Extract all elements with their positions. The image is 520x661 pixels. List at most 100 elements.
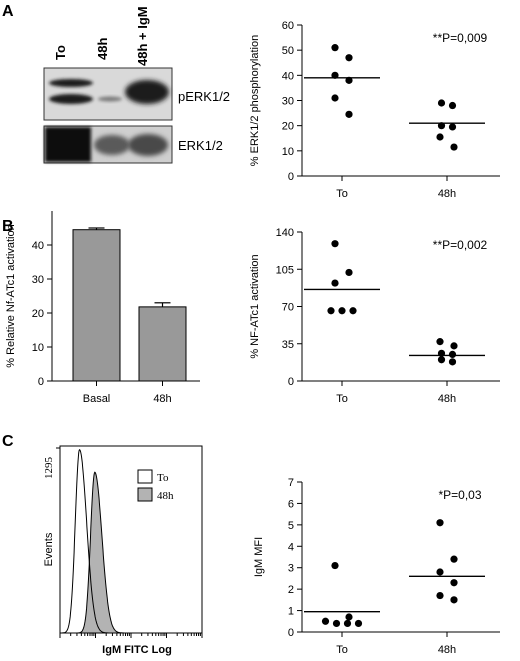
data-point	[450, 596, 458, 604]
data-point	[448, 101, 457, 110]
lane-label-48h-igm: 48h + IgM	[135, 6, 150, 66]
y-tick-label: 40	[32, 240, 44, 252]
data-point	[331, 279, 339, 287]
data-point	[331, 94, 339, 102]
y-axis-label: Events	[43, 532, 55, 566]
y-tick-label: 20	[282, 121, 294, 133]
y-tick-label: 0	[288, 171, 294, 183]
x-tick-label: 48h	[438, 644, 456, 656]
p-value-annotation: **P=0,009	[433, 31, 488, 45]
y-tick-label: 20	[32, 308, 44, 320]
bar	[72, 229, 121, 382]
x-tick-label: To	[336, 644, 348, 656]
western-blot: To 48h 48h + IgM pERK1/2 ERK1/2	[43, 6, 230, 164]
data-point	[345, 54, 353, 62]
data-point	[448, 350, 457, 358]
data-point	[448, 123, 457, 131]
perk-band-to-upper	[49, 79, 93, 87]
perk-band-to-lower	[49, 94, 93, 104]
igm-histogram-chart: 1295 Events IgM FITC Log To 48h	[43, 445, 203, 656]
erk-scatter-chart: 0 10 20 30 40 50 60 % ERK1/2 phosphorylation To 4…	[249, 20, 500, 200]
legend-swatch	[137, 487, 153, 502]
y-tick-label: 1	[288, 606, 294, 618]
bar	[138, 306, 187, 382]
data-point	[448, 358, 457, 366]
data-point	[436, 519, 444, 527]
data-point	[450, 555, 458, 563]
y-tick-label: 30	[282, 96, 294, 108]
erk-band-48h-igm	[128, 134, 168, 156]
x-tick-label: 48h	[153, 393, 171, 405]
data-point	[345, 613, 353, 621]
y-tick-label: 30	[32, 274, 44, 286]
data-point	[354, 619, 363, 628]
data-point	[437, 99, 446, 107]
y-tick-label: 50	[282, 45, 294, 57]
data-point	[450, 143, 458, 151]
perk-blot-strip	[43, 67, 173, 121]
y-tick-label: 0	[38, 376, 44, 388]
data-point	[437, 122, 446, 130]
data-point	[349, 307, 357, 315]
y-tick-label: 3	[288, 563, 294, 575]
data-point	[436, 591, 444, 600]
data-point	[331, 240, 339, 248]
x-tick-label: Basal	[83, 393, 111, 405]
nfat-bar-chart: 0 10 20 30 40 % Relative Nf-ATc1 activation Ba…	[5, 211, 200, 405]
histogram-curve	[60, 448, 139, 634]
y-tick-label: 70	[282, 302, 294, 314]
data-point	[331, 71, 339, 79]
histogram-curve	[60, 471, 139, 634]
y-tick-label: 105	[276, 264, 294, 276]
nfat-scatter-chart: 0 35 70 105 140 % NF-ATc1 activation To 48h **P=…	[249, 227, 500, 405]
y-tick-label: 10	[282, 146, 294, 158]
legend-label: 48h	[157, 490, 174, 502]
histogram-frame	[59, 445, 203, 634]
y-tick-label: 6	[288, 498, 294, 510]
p-value-annotation: **P=0,002	[433, 238, 488, 252]
x-tick-label: To	[336, 188, 348, 200]
x-tick-label: 48h	[438, 393, 456, 405]
lane-label-48h: 48h	[95, 38, 110, 60]
data-point	[321, 617, 330, 625]
y-axis-label: % NF-ATc1 activation	[249, 254, 261, 358]
x-tick-label: 48h	[438, 188, 456, 200]
igm-scatter-chart: 0 1 2 3 4 5 6 7 IgM MFI To 48h *P=0,03	[253, 477, 500, 656]
legend-swatch	[137, 469, 153, 484]
legend-label: To	[157, 472, 169, 484]
data-point	[436, 568, 444, 576]
erk-band-to	[45, 127, 91, 162]
erk-label: ERK1/2	[178, 138, 223, 153]
data-point	[436, 338, 444, 346]
panel-letter-b: B	[2, 218, 14, 235]
perk-band-48h-igm	[125, 80, 169, 104]
y-tick-label: 10	[32, 342, 44, 354]
data-point	[327, 307, 335, 315]
data-point	[450, 342, 458, 350]
y-tick-label: 2	[288, 584, 294, 596]
y-tick-label: 60	[282, 20, 294, 32]
data-point	[338, 307, 346, 315]
p-value-annotation: *P=0,03	[438, 488, 481, 502]
data-point	[437, 356, 446, 364]
x-tick-label: To	[336, 393, 348, 405]
y-tick-label: 40	[282, 70, 294, 82]
data-point	[331, 561, 339, 570]
data-point	[450, 579, 458, 587]
data-point	[331, 44, 339, 52]
perk-label: pERK1/2	[178, 89, 230, 104]
y-tick-label: 4	[288, 541, 294, 553]
perk-band-48h	[98, 96, 122, 102]
data-point	[345, 76, 353, 84]
data-point	[332, 619, 341, 628]
y-axis-label: % Relative Nf-ATc1 activation	[5, 224, 17, 367]
panel-letter-a: A	[2, 3, 14, 20]
data-point	[436, 133, 444, 141]
y-tick-label: 7	[288, 477, 294, 489]
x-axis-label: IgM FITC Log	[102, 644, 172, 656]
y-tick-label: 5	[288, 520, 294, 532]
lane-label-to: To	[53, 45, 68, 60]
y-tick-label: 140	[276, 227, 294, 239]
y-axis-label: IgM MFI	[253, 537, 265, 577]
